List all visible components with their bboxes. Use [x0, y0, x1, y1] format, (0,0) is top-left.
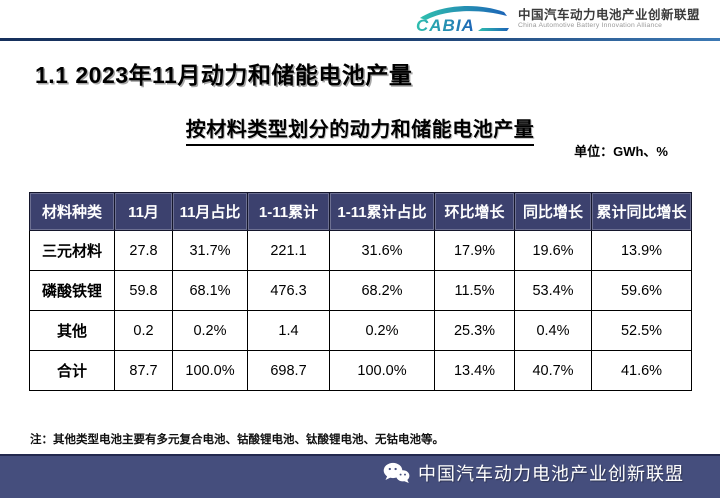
- footnote: 注：其他类型电池主要有多元复合电池、钴酸锂电池、钛酸锂电池、无钴电池等。: [30, 434, 444, 446]
- cell: 41.6%: [591, 350, 692, 391]
- cell: 17.9%: [434, 230, 515, 271]
- cell: 31.7%: [172, 230, 248, 271]
- wechat-icon: [383, 462, 410, 483]
- cell: 13.9%: [591, 230, 692, 271]
- org-name-cn: 中国汽车动力电池产业创新联盟: [517, 7, 700, 22]
- cell: 53.4%: [514, 270, 592, 311]
- table-row: 合计 87.7 100.0% 698.7 100.0% 13.4% 40.7% …: [29, 350, 692, 391]
- cell: 0.2%: [172, 310, 248, 351]
- row-label: 合计: [29, 350, 115, 391]
- cell: 59.8: [114, 270, 173, 311]
- cell: 476.3: [247, 270, 330, 311]
- table-row: 磷酸铁锂 59.8 68.1% 476.3 68.2% 11.5% 53.4% …: [29, 270, 692, 311]
- cell: 1.4: [247, 310, 330, 351]
- cell: 27.8: [114, 230, 173, 271]
- cell: 59.6%: [591, 270, 692, 311]
- cell: 40.7%: [514, 350, 592, 391]
- table-row: 三元材料 27.8 31.7% 221.1 31.6% 17.9% 19.6% …: [29, 230, 692, 271]
- header-cell: 累计同比增长: [591, 192, 692, 231]
- cell: 13.4%: [434, 350, 515, 391]
- row-label: 磷酸铁锂: [29, 270, 115, 311]
- battery-production-table: 材料种类 11月 11月占比 1-11累计 1-11累计占比 环比增长 同比增长…: [29, 192, 692, 391]
- table-header-row: 材料种类 11月 11月占比 1-11累计 1-11累计占比 环比增长 同比增长…: [29, 192, 692, 231]
- subtitle-row: 按材料类型划分的动力和储能电池产量: [0, 113, 720, 146]
- row-label: 其他: [29, 310, 115, 351]
- footer-org-name: 中国汽车动力电池产业创新联盟: [418, 464, 684, 484]
- org-name-en: China Automotive Battery Innovation Alli…: [517, 22, 663, 30]
- header-divider-line: [0, 38, 720, 41]
- cell: 100.0%: [329, 350, 435, 391]
- page-title: 1.1 2023年11月动力和储能电池产量: [35, 62, 413, 88]
- cell: 100.0%: [172, 350, 248, 391]
- row-label: 三元材料: [29, 230, 115, 271]
- cell: 11.5%: [434, 270, 515, 311]
- cell: 221.1: [247, 230, 330, 271]
- cell: 52.5%: [591, 310, 692, 351]
- cell: 31.6%: [329, 230, 435, 271]
- cell: 0.2%: [329, 310, 435, 351]
- header-cell: 环比增长: [434, 192, 515, 231]
- header-cell: 1-11累计: [247, 192, 330, 231]
- cell: 25.3%: [434, 310, 515, 351]
- header-cell: 11月: [114, 192, 173, 231]
- svg-text:CABIA: CABIA: [416, 16, 475, 34]
- cell: 698.7: [247, 350, 330, 391]
- org-name-block: 中国汽车动力电池产业创新联盟 China Automotive Battery …: [518, 8, 700, 30]
- footer-bar: 中国汽车动力电池产业创新联盟: [0, 454, 720, 498]
- cell: 0.4%: [514, 310, 592, 351]
- cell: 19.6%: [514, 230, 592, 271]
- cabia-logo: CABIA 中国汽车动力电池产业创新联盟 China Automotive Ba…: [414, 4, 700, 34]
- cell: 87.7: [114, 350, 173, 391]
- cell: 68.2%: [329, 270, 435, 311]
- header-cell: 1-11累计占比: [329, 192, 435, 231]
- cabia-logo-icon: CABIA: [416, 6, 509, 34]
- cell: 68.1%: [172, 270, 248, 311]
- header-cell: 11月占比: [172, 192, 248, 231]
- top-header-bar: CABIA 中国汽车动力电池产业创新联盟 China Automotive Ba…: [0, 0, 720, 38]
- header-cell: 材料种类: [29, 192, 115, 231]
- table-subtitle: 按材料类型划分的动力和储能电池产量: [185, 113, 535, 146]
- table-row: 其他 0.2 0.2% 1.4 0.2% 25.3% 0.4% 52.5%: [29, 310, 692, 351]
- header-cell: 同比增长: [514, 192, 592, 231]
- cell: 0.2: [114, 310, 173, 351]
- unit-note: 单位：GWh、%: [574, 144, 668, 159]
